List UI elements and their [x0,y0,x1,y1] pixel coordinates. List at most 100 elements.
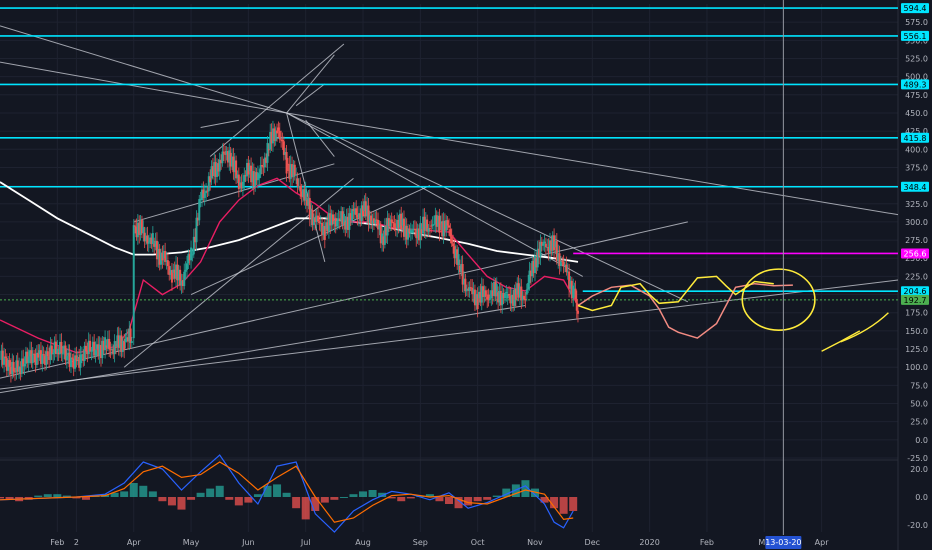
candle-body [486,296,489,300]
candle-body [551,235,554,251]
candle-body [220,160,223,164]
candle-body [145,235,148,242]
candle-body [576,310,579,314]
candle-body [221,151,224,164]
candle-body [4,356,7,359]
candle-body [326,222,329,232]
candle-body [99,344,102,359]
candle-body [241,181,244,189]
candle-body [517,283,520,298]
candle-body [276,130,279,134]
candle-body [316,215,319,222]
macd-histogram-bar [43,494,52,497]
candle-body [187,254,190,264]
candle-body [360,205,363,221]
candle-body [104,337,107,351]
candle-body [240,182,243,189]
candle-body [273,128,276,141]
candle-body [120,335,123,352]
macd-histogram-bar [454,497,463,509]
candle-body [109,349,112,351]
candle-body [24,351,27,364]
level-badge-label: 489.3 [904,80,927,89]
candle-body [490,290,493,299]
candle-body [422,216,425,234]
y-tick-label: 400.0 [905,145,928,154]
candle-body [248,165,251,172]
candle-body [464,278,467,292]
x-tick-label: Feb [50,538,64,547]
candle-body [364,201,367,217]
candle-body [106,338,109,348]
candle-body [12,361,15,372]
candle-body [44,355,47,365]
candle-body [123,340,126,350]
candle-body [75,355,78,361]
candle-body [461,264,464,285]
candle-body [56,348,59,354]
candle-body [432,224,435,226]
macd-histogram-bar [81,497,90,500]
candle-body [479,291,482,303]
candle-body [288,164,291,179]
candle-body [347,216,350,230]
candle-body [572,285,575,299]
candle-body [336,220,339,227]
candle-body [164,250,167,262]
trendline [286,112,689,303]
macd-histogram-bar [5,497,14,500]
candle-body [5,358,8,371]
level-badge-label: 192.7 [904,296,927,305]
candle-body [382,236,385,245]
y-tick-label: 500.0 [905,73,928,82]
candle-body [215,163,218,177]
y-tick-label: -25.0 [907,454,928,463]
candle-body [377,219,380,230]
candle-body [150,237,153,244]
candle-body [139,219,142,235]
candle-body [282,141,285,155]
candle-body [127,337,130,342]
macd-histogram-bar [234,497,243,506]
level-badge [901,3,929,14]
candle-body [428,228,431,230]
candle-body [95,344,98,350]
y-tick-label: 25.0 [910,418,928,427]
candle-body [300,191,303,197]
candle-body [225,151,228,155]
macd-histogram-bar [167,497,176,506]
candle-body [233,160,236,173]
candle-body [561,260,564,262]
level-badge [901,248,929,259]
candle-body [337,218,340,221]
candle-body [265,157,268,163]
candle-body [151,233,154,244]
level-badge-label: 204.6 [904,287,927,296]
candle-body [539,241,542,257]
macd-histogram-bar [62,495,71,497]
candle-body [342,213,345,225]
candle-body [142,227,145,234]
candle-body [16,360,19,372]
candle-body [8,360,11,367]
candle-body [437,215,440,227]
candle-body [315,215,318,222]
x-tick-label: 2 [74,538,79,547]
candle-body [426,219,429,232]
candle-body [553,235,556,251]
candle-body [14,371,17,373]
candle-body [19,367,22,374]
candle-body [367,205,370,223]
candle-body [295,174,298,176]
candle-body [30,350,33,364]
candle-body [478,291,481,299]
candle-body [180,280,183,286]
candle-body [255,172,258,181]
candle-body [378,225,381,230]
trendline [200,119,239,128]
candle-body [375,219,378,221]
candle-body [352,209,355,211]
candle-body [198,199,201,221]
y-tick-label: 50.0 [910,400,928,409]
candle-body [338,218,341,221]
